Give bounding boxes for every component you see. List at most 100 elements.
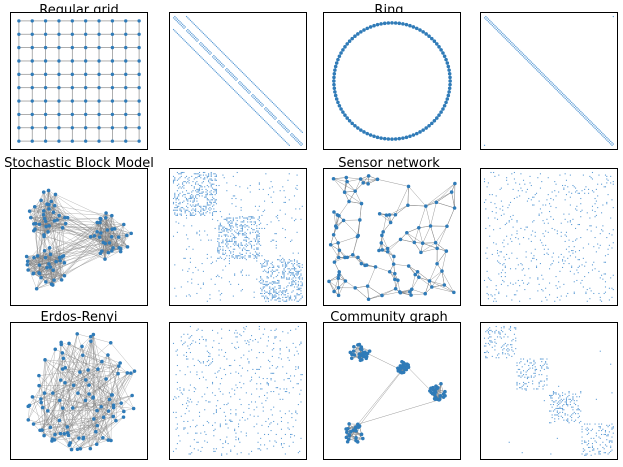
matrix-entry <box>530 252 532 254</box>
matrix-entry <box>299 129 301 131</box>
matrix-entry <box>191 214 193 216</box>
matrix-entry <box>235 384 237 386</box>
matrix-entry <box>223 411 225 413</box>
matrix-entry <box>221 235 223 237</box>
node <box>384 213 389 217</box>
matrix-entry <box>247 91 249 93</box>
matrix-entry <box>578 259 581 261</box>
matrix-entry <box>248 350 250 352</box>
matrix-entry <box>189 398 191 400</box>
matrix-entry <box>248 250 250 252</box>
matrix-entry <box>550 81 552 83</box>
matrix-entry <box>179 173 181 175</box>
matrix-entry <box>593 126 595 128</box>
matrix-entry <box>595 200 597 202</box>
matrix-entry <box>270 221 272 223</box>
edge <box>367 285 383 296</box>
matrix-entry <box>176 179 178 181</box>
matrix-entry <box>198 230 201 232</box>
node <box>37 373 41 378</box>
matrix-entry <box>218 48 220 50</box>
matrix-entry <box>297 265 299 267</box>
edge <box>46 194 56 205</box>
matrix-entry <box>284 196 286 198</box>
matrix-entry <box>240 431 242 433</box>
node <box>106 409 111 413</box>
node <box>28 215 33 220</box>
node <box>345 179 349 184</box>
matrix-entry <box>555 183 557 185</box>
matrix-entry <box>188 192 190 194</box>
matrix-entry <box>607 194 609 196</box>
node <box>110 59 115 63</box>
edge <box>105 213 112 251</box>
matrix-entry <box>264 200 266 202</box>
node <box>444 249 449 253</box>
matrix-entry <box>266 283 268 285</box>
matrix-entry <box>240 243 242 245</box>
matrix-entry <box>576 205 578 207</box>
matrix-entry <box>267 426 270 428</box>
matrix-entry <box>180 340 182 342</box>
node <box>92 234 97 238</box>
matrix-entry <box>266 261 268 263</box>
node <box>86 368 90 372</box>
matrix-entry <box>244 88 246 90</box>
node <box>97 72 101 76</box>
matrix-entry <box>208 186 210 188</box>
node <box>17 86 21 90</box>
matrix-entry <box>235 242 237 244</box>
node <box>51 268 55 272</box>
matrix-entry <box>267 277 270 279</box>
matrix-entry <box>172 179 175 181</box>
edge <box>418 277 432 288</box>
matrix-entry <box>183 428 185 430</box>
matrix-entry <box>280 417 283 419</box>
matrix-entry <box>594 268 596 270</box>
matrix-entries <box>172 171 303 302</box>
matrix-entry <box>562 184 564 187</box>
matrix-entry <box>610 143 612 145</box>
matrix-entry <box>196 424 198 426</box>
matrix-entry <box>257 113 259 115</box>
matrix-entry <box>184 427 186 429</box>
matrix-entry <box>201 188 203 190</box>
matrix-entry <box>227 247 229 249</box>
matrix-entry <box>521 54 523 57</box>
matrix-entry <box>206 36 208 38</box>
matrix-entry <box>176 427 178 429</box>
matrix-entry <box>594 210 596 213</box>
edge <box>77 333 111 343</box>
node <box>70 112 74 117</box>
matrix-entry <box>254 84 257 87</box>
node <box>449 190 454 194</box>
matrix-entry <box>563 283 565 285</box>
edge <box>359 203 362 220</box>
matrix-entry <box>280 125 283 127</box>
matrix-entry <box>249 91 251 93</box>
matrix-entry <box>265 283 267 285</box>
matrix-entry <box>547 81 549 83</box>
matrix-entry <box>223 234 225 236</box>
matrix-entry <box>569 103 571 105</box>
edge <box>43 220 55 237</box>
edge <box>97 403 122 411</box>
edge <box>375 266 390 272</box>
matrix-entry <box>610 217 612 219</box>
matrix-entry <box>271 264 273 266</box>
matrix-entry <box>277 274 279 276</box>
matrix-entry <box>232 74 234 76</box>
sensor-graph-plot <box>323 168 461 306</box>
edge <box>70 406 102 444</box>
matrix-entry <box>500 283 502 285</box>
edge <box>418 206 427 228</box>
node <box>447 68 451 72</box>
node <box>60 367 65 371</box>
matrix-entry <box>222 230 224 232</box>
matrix-entry <box>230 86 232 88</box>
node <box>353 124 357 128</box>
matrix-entry <box>261 266 263 269</box>
matrix-entry <box>504 223 506 226</box>
nodes-layer <box>327 174 457 302</box>
matrix-entry <box>261 402 263 404</box>
